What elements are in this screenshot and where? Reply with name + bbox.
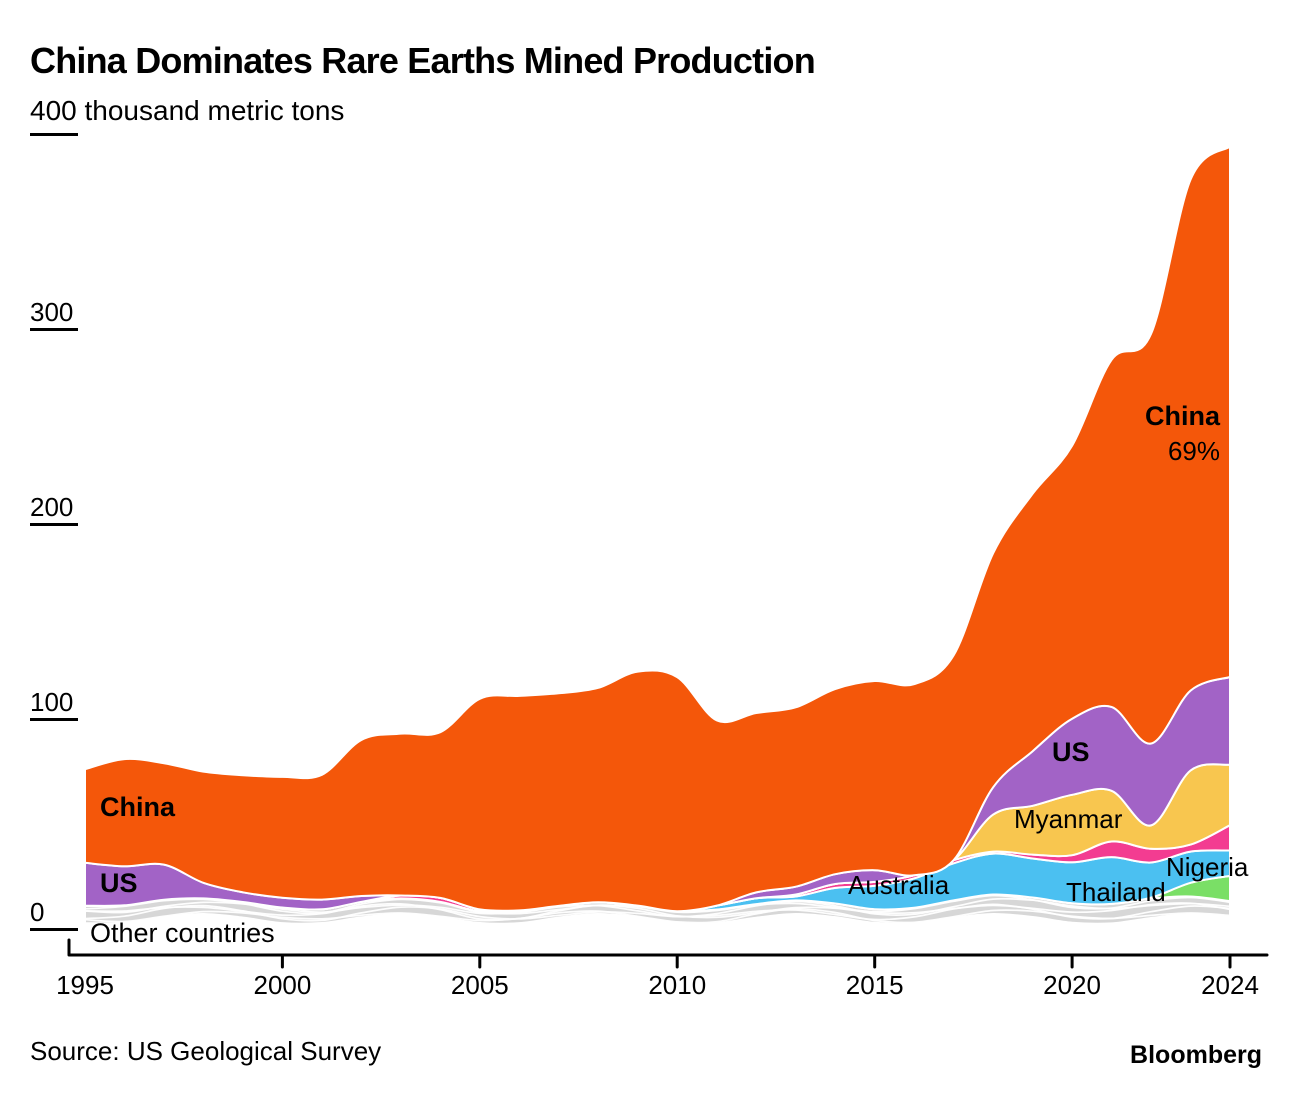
label-us-right: US xyxy=(1052,737,1090,767)
label-australia: Australia xyxy=(848,870,950,900)
y-tick-dash-400 xyxy=(30,133,78,136)
label-thailand: Thailand xyxy=(1066,877,1166,907)
label-nigeria: Nigeria xyxy=(1166,852,1249,882)
y-tick-label-100: 100 xyxy=(30,687,74,717)
x-tick-label-2015: 2015 xyxy=(845,970,904,1000)
label-china-left: China xyxy=(100,792,176,822)
y-tick-dash-300 xyxy=(30,328,78,331)
y-axis-unit-label: 400 thousand metric tons xyxy=(30,95,345,126)
label-china-right: China xyxy=(1144,401,1220,431)
y-tick-label-0: 0 xyxy=(30,897,45,927)
y-tick-label-200: 200 xyxy=(30,492,74,522)
y-tick-label-300: 300 xyxy=(30,297,74,327)
braid-line-1 xyxy=(84,903,1231,922)
y-tick-dash-100 xyxy=(30,718,78,721)
x-tick-label-2020: 2020 xyxy=(1043,970,1101,1000)
braid-line-0 xyxy=(84,907,1231,924)
braid-line-2 xyxy=(84,902,1231,921)
y-tick-dash-0 xyxy=(30,928,78,931)
x-axis-bracket xyxy=(67,938,1269,969)
label-us-left: US xyxy=(100,868,138,898)
braid-line-4 xyxy=(84,894,1231,915)
label-china-share: 69% xyxy=(1167,436,1220,466)
x-tick-label-2005: 2005 xyxy=(450,970,509,1000)
band-china xyxy=(84,145,1231,913)
chart-title: China Dominates Rare Earths Mined Produc… xyxy=(30,40,816,81)
x-tick-label-1995: 1995 xyxy=(56,970,114,1000)
x-tick-label-2010: 2010 xyxy=(648,970,707,1000)
label-other: Other countries xyxy=(90,918,275,948)
x-tick-label-2000: 2000 xyxy=(253,970,312,1000)
bloomberg-logo: Bloomberg xyxy=(1130,1041,1262,1069)
source-text: Source: US Geological Survey xyxy=(30,1036,382,1066)
y-tick-dash-200 xyxy=(30,523,78,526)
x-tick-label-2024: 2024 xyxy=(1201,970,1259,1000)
label-myanmar: Myanmar xyxy=(1014,804,1123,834)
